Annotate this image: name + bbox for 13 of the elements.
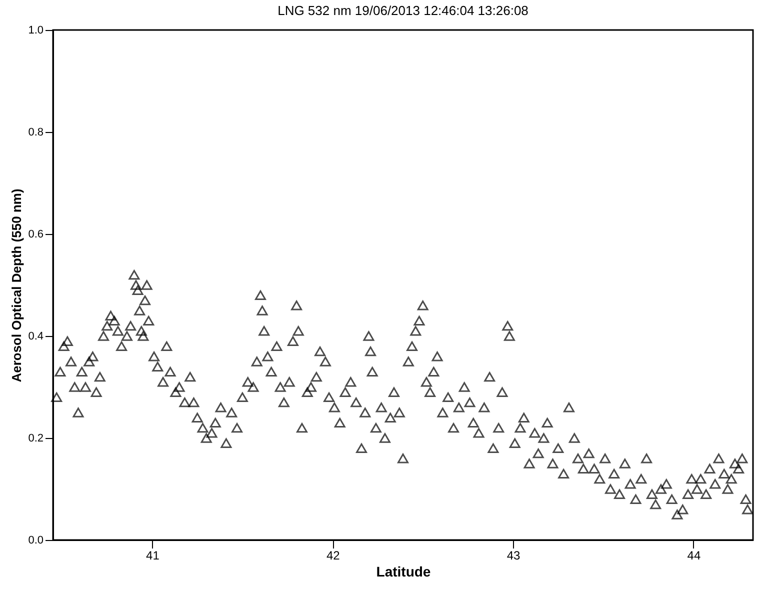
y-axis-title: Aerosol Optical Depth (550 nm) [9,188,24,382]
y-tick-label: 1.0 [28,24,44,36]
y-tick-label: 0.0 [28,534,44,546]
x-tick-label: 44 [687,548,701,562]
y-tick-label: 0.8 [28,126,44,138]
y-tick-label: 0.2 [28,432,44,444]
y-tick-label: 0.6 [28,228,44,240]
x-tick-label: 43 [506,548,521,562]
x-axis-title: Latitude [376,564,431,580]
x-tick-label: 42 [326,548,340,562]
chart-title: LNG 532 nm 19/06/2013 12:46:04 13:26:08 [278,3,528,18]
x-tick-label: 41 [146,548,160,562]
y-tick-label: 0.4 [28,330,44,342]
